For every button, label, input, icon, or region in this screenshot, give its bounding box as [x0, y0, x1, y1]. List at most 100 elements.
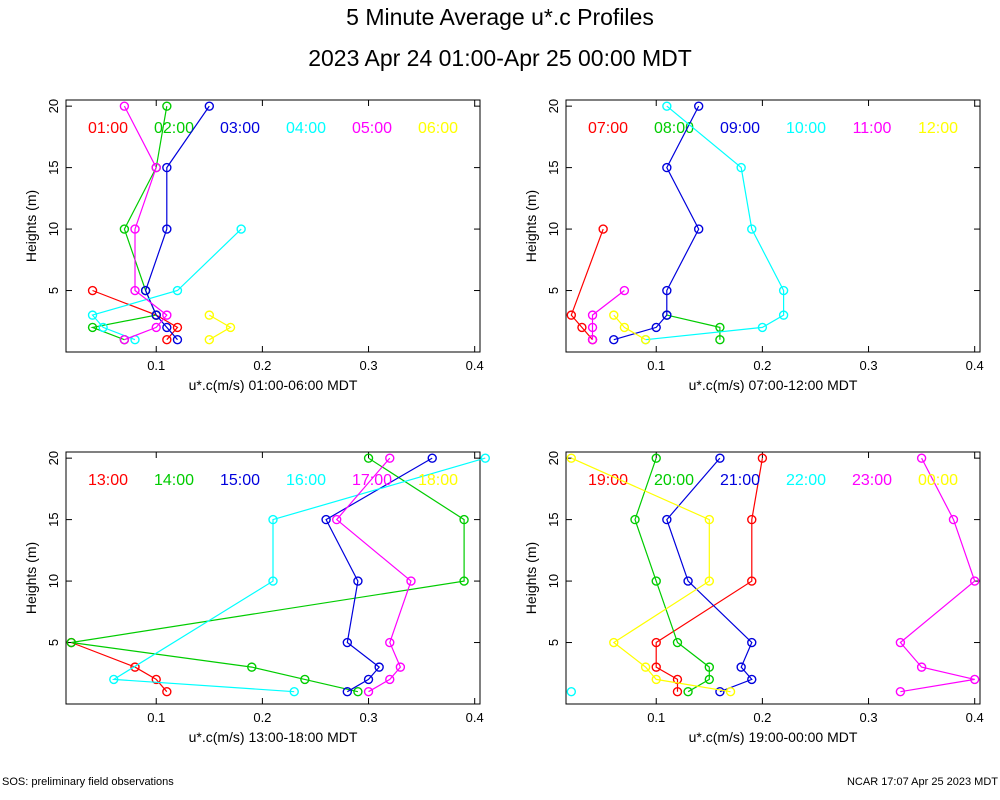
panel2-x-tick-label: 0.3 — [859, 358, 877, 373]
panel3-legend-1700: 17:00 — [352, 472, 392, 489]
panel4-series-2100-line — [666, 457, 753, 693]
panel4-y-tick-label: 20 — [546, 451, 561, 465]
panel3-series-1500-point — [353, 576, 363, 586]
panel2-legend-1100: 11:00 — [853, 120, 892, 137]
panel2-series-1200-line — [613, 314, 646, 341]
panel2-series-1200-point — [640, 335, 651, 345]
panel4-series-1900-point — [757, 453, 768, 463]
panel4-x-tick-label: 0.3 — [859, 710, 877, 725]
panel3-series-1500-point — [374, 662, 384, 672]
panel4-series-1900-point — [747, 576, 757, 586]
panel2-y-tick-label: 15 — [546, 160, 561, 174]
panel4-series-1900-point — [747, 514, 757, 525]
panel1-series-0300-point — [162, 224, 172, 234]
panel4-y-axis-label: Heights (m) — [523, 542, 539, 614]
panel1-legend-0400: 04:00 — [286, 120, 326, 137]
panel4-series-2300-point — [969, 576, 980, 586]
panel1-series-0100-point — [172, 322, 183, 333]
panel4-series-0000-point — [566, 453, 577, 463]
panel3-series-1400-point — [66, 637, 77, 648]
panel1-series-0400-point — [98, 322, 108, 333]
panel3-series-1700-point — [385, 453, 395, 463]
panel1-frame — [65, 99, 481, 353]
panel4-y-tick-label: 15 — [546, 512, 561, 526]
panel4-series-2000-point — [672, 637, 683, 648]
panel4-x-tick-label: 0.2 — [753, 710, 771, 725]
panel4-series-0000-point — [640, 662, 651, 672]
panel2-legend-0800: 08:00 — [654, 120, 694, 137]
panel4-series-2000-point — [704, 674, 715, 685]
panel4-series-0000-point — [704, 514, 715, 525]
panel4-x-tick-label: 0.1 — [647, 710, 665, 725]
panel3-series-1700-point — [363, 687, 374, 697]
panel3-series-1600-point — [268, 514, 278, 525]
panel2-series-1000-point — [778, 285, 789, 296]
panel2-series-1200-point — [619, 322, 630, 333]
panel1-series-0500-point — [119, 335, 130, 345]
panel3-y-tick-label: 15 — [46, 512, 61, 526]
panel4-series-1900-point — [651, 637, 661, 648]
panel2-x-tick-label: 0.1 — [647, 358, 665, 373]
panel1-series-0300-line — [144, 105, 210, 341]
panel3-x-tick-label: 0.1 — [147, 710, 165, 725]
panel3-x-tick-label: 0.3 — [359, 710, 377, 725]
panel2-x-axis-label: u*.c(m/s) 07:00-12:00 MDT — [689, 377, 858, 393]
panel3-series-1700-point — [331, 514, 342, 525]
panel3-series-1500-point — [342, 637, 353, 648]
panel1-legend-0200: 02:00 — [154, 120, 194, 137]
panel4-series-2000-point — [630, 514, 640, 525]
panel1-legend-0100: 01:00 — [88, 120, 128, 137]
panel1-series-0100-point — [162, 335, 172, 345]
panel4-legend-1900: 19:00 — [588, 472, 628, 489]
panel2-y-tick-label: 20 — [546, 99, 561, 113]
panel2-y-tick-label: 5 — [546, 287, 561, 294]
panel3-series-1400-point — [353, 687, 363, 697]
panel4-series-1900-line — [655, 457, 763, 692]
panel2-series-0900-point — [693, 101, 704, 111]
panel4-frame — [565, 451, 981, 705]
panel1-legend-0600: 06:00 — [418, 120, 458, 137]
panel2-y-axis-label: Heights (m) — [523, 190, 539, 262]
panel4-y-tick-label: 10 — [546, 574, 561, 588]
panel1-series-0500-point — [162, 310, 172, 320]
panel3-y-tick-label: 5 — [46, 639, 61, 646]
panel1-series-0500-point — [151, 322, 161, 333]
panel4-series-2100-point — [662, 514, 672, 525]
panel4-series-2000-point — [651, 576, 661, 586]
panel2-series-0700-point — [577, 322, 587, 333]
panel1-series-0200-point — [162, 101, 172, 111]
footer-note-left: SOS: preliminary field observations — [2, 776, 174, 788]
panel4-series-0000-point — [704, 576, 715, 586]
panel3-series-1600-point — [268, 576, 278, 586]
panel4-series-0000-point — [725, 687, 736, 697]
panel2-legend-1000: 10:00 — [786, 120, 826, 137]
panel4-legend-2000: 20:00 — [654, 472, 694, 489]
panel1-series-0100-point — [87, 285, 98, 296]
panel1-series-0300-point — [172, 335, 183, 345]
panel1-x-tick-label: 0.3 — [359, 358, 377, 373]
panel4-series-2200-point — [566, 687, 577, 697]
panel3-series-1700-point — [385, 637, 395, 648]
panel1-y-tick-label: 20 — [46, 99, 61, 113]
panel4-series-1900-point — [651, 662, 661, 672]
panel1-x-tick-label: 0.4 — [466, 358, 484, 373]
panel3-legend-1300: 13:00 — [88, 472, 128, 489]
panel1-series-0300-point — [140, 285, 151, 296]
panel3-series-1600-point — [109, 674, 119, 685]
panel3-x-axis-label: u*.c(m/s) 13:00-18:00 MDT — [189, 729, 358, 745]
panel2-series-1000-line — [645, 105, 785, 341]
panel2-series-0800-point — [715, 335, 725, 345]
panel1-series-0400-point — [87, 310, 98, 320]
panel3-series-1400-line — [71, 457, 465, 693]
panel3-y-axis-label: Heights (m) — [23, 542, 39, 614]
panel3-series-1700-point — [406, 576, 416, 586]
panel2-series-0700-point — [598, 224, 608, 234]
panel4-series-2000-point — [651, 453, 661, 463]
panel2-series-1100-point — [587, 335, 598, 345]
panel1-series-0500-line — [123, 105, 168, 341]
panel4-series-2100-point — [736, 662, 746, 672]
panel2-series-1000-point — [778, 310, 789, 320]
panel3-series-1300-point — [130, 662, 140, 672]
panel3-series-1400-point — [459, 514, 469, 525]
panel1-y-axis-label: Heights (m) — [23, 190, 39, 262]
